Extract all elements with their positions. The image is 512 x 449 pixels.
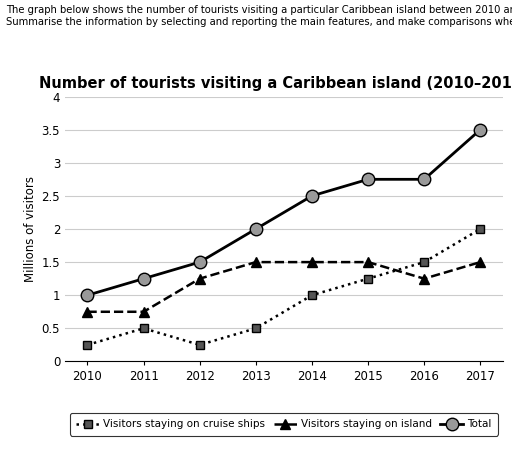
Text: The graph below shows the number of tourists visiting a particular Caribbean isl: The graph below shows the number of tour… — [6, 5, 512, 15]
Title: Number of tourists visiting a Caribbean island (2010–2017): Number of tourists visiting a Caribbean … — [39, 76, 512, 91]
Legend: Visitors staying on cruise ships, Visitors staying on island, Total: Visitors staying on cruise ships, Visito… — [70, 413, 498, 436]
Text: Summarise the information by selecting and reporting the main features, and make: Summarise the information by selecting a… — [6, 17, 512, 26]
Y-axis label: Millions of visitors: Millions of visitors — [25, 176, 37, 282]
